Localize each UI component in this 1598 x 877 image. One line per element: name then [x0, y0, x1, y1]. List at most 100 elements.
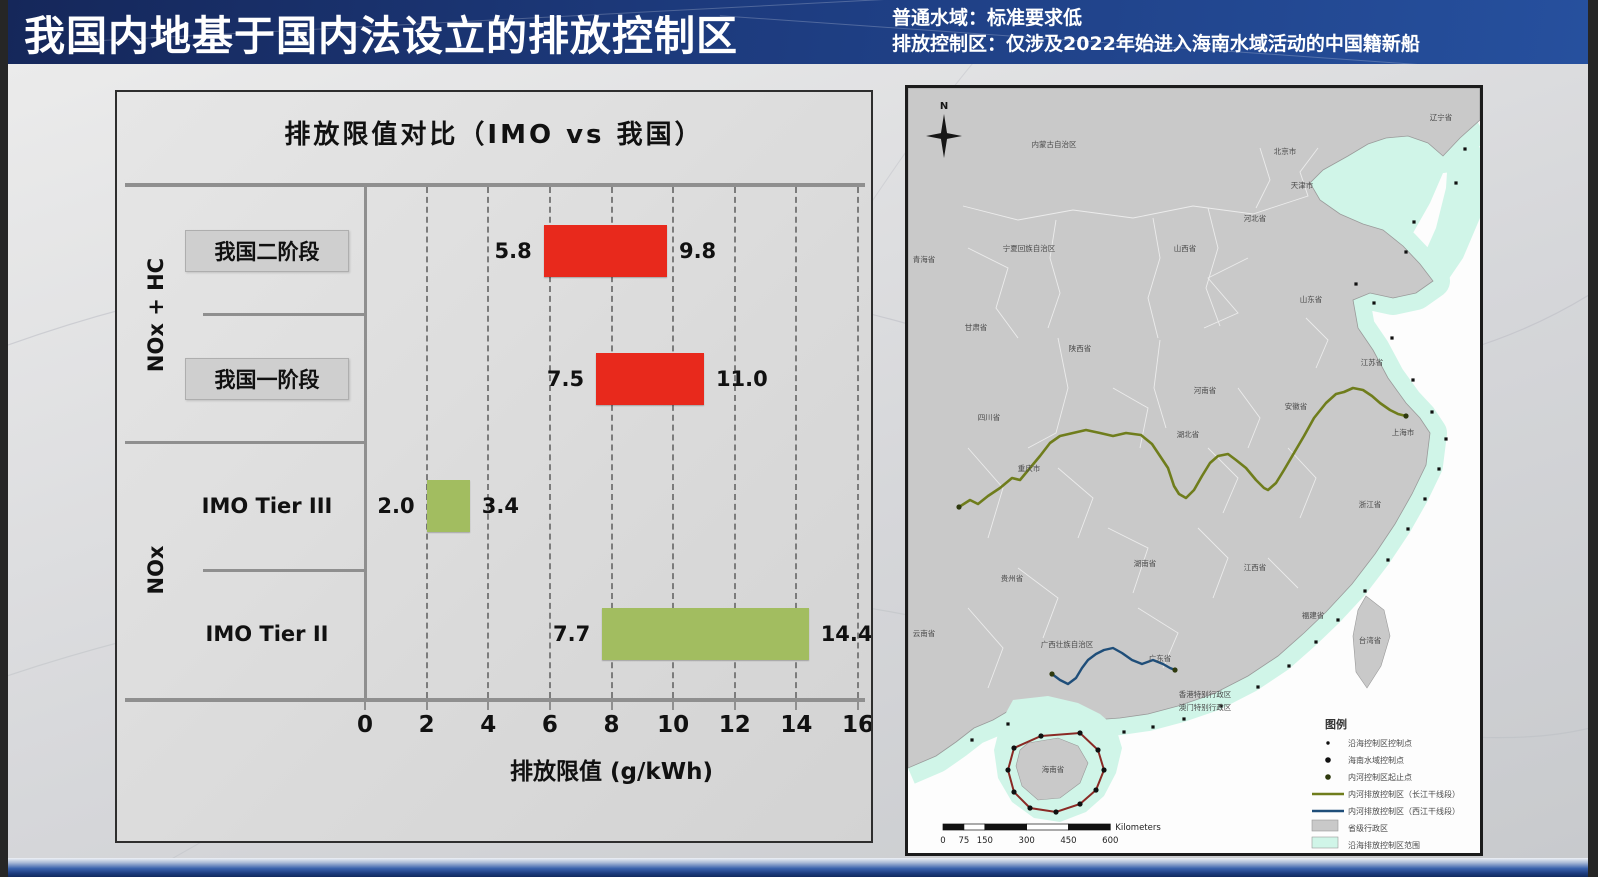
row-separator	[203, 313, 365, 317]
coastal-control-point-dot	[1287, 664, 1291, 668]
legend-marker-dot-large	[1325, 757, 1331, 763]
header-note-line1: 普通水域：标准要求低	[892, 7, 1083, 29]
province-label: 贵州省	[1001, 573, 1024, 583]
coastal-control-point-dot	[970, 738, 974, 742]
chart-gridline	[487, 187, 490, 698]
bar-min-value: 5.8	[494, 238, 532, 263]
hainan-control-point-dot	[1005, 767, 1011, 773]
province-label: 安徽省	[1285, 401, 1308, 411]
river-endpoint-dot	[956, 504, 962, 510]
chart-bottom-rule	[125, 698, 865, 702]
legend-item-label: 沿海控制区控制点	[1348, 738, 1412, 748]
hainan-control-point-dot	[1011, 789, 1017, 795]
province-label: 陕西省	[1069, 343, 1092, 353]
river-endpoint-dot	[1403, 413, 1409, 419]
range-bar-2	[596, 352, 704, 405]
compass-icon: N	[926, 101, 962, 158]
hainan-control-point-dot	[1093, 787, 1099, 793]
province-label: 广东省	[1149, 653, 1172, 663]
coastal-control-point-dot	[1122, 730, 1126, 734]
legend-item-label: 省级行政区	[1348, 823, 1388, 833]
chart-top-rule	[125, 183, 865, 187]
province-label: 广西壮族自治区	[1041, 639, 1094, 649]
axis-group-label: NOx + HC	[144, 257, 168, 372]
province-label: 四川省	[978, 412, 1001, 422]
hainan-control-point-dot	[1053, 809, 1059, 815]
coastal-control-point-dot	[1336, 618, 1340, 622]
hainan-control-ring	[1006, 731, 1106, 814]
x-tick-label: 12	[718, 712, 751, 738]
emission-limits-chart: 排放限值对比（IMO vs 我国） 5.8 9.8 我国二阶段 7.5 11.0 我国一阶…	[115, 90, 873, 843]
scalebar-segment	[984, 823, 1027, 831]
x-tick-label: 8	[603, 712, 620, 738]
chart-gridline	[425, 187, 428, 698]
bar-max-value: 11.0	[715, 366, 768, 391]
axis-group-label: NOx	[144, 545, 168, 595]
category-label: 我国一阶段	[185, 357, 349, 400]
province-label: 浙江省	[1359, 499, 1382, 509]
coastal-control-point-dot	[1006, 722, 1010, 726]
hainan-control-point-dot	[1101, 767, 1107, 773]
river-endpoint-markers	[956, 413, 1409, 677]
bar-min-value: 2.0	[377, 494, 415, 519]
province-label: 海南省	[1042, 764, 1065, 774]
province-label: 澳门特别行政区	[1179, 702, 1232, 712]
row-separator	[203, 568, 365, 572]
scalebar-unit-label: Kilometers	[1115, 823, 1161, 833]
legend-item-label: 内河排放控制区（长江干线段）	[1348, 789, 1460, 799]
bar-max-value: 3.4	[481, 494, 519, 519]
category-label: IMO Tier III	[201, 494, 333, 519]
x-tick-label: 10	[657, 712, 690, 738]
coastal-control-point-dot	[1463, 147, 1467, 151]
map-scalebar: 0 75 150 300 450 600 Kilometers	[940, 823, 1161, 846]
legend-title: 图例	[1325, 717, 1347, 731]
coastal-control-point-dot	[1219, 704, 1223, 708]
hainan-control-point-dot	[1027, 805, 1033, 811]
category-label: IMO Tier II	[205, 622, 329, 647]
province-label: 山东省	[1300, 294, 1323, 304]
x-tick-mark	[733, 702, 736, 710]
coastal-control-point-dot	[1444, 437, 1448, 441]
hainan-control-point-dot	[1077, 801, 1083, 807]
province-label: 天津市	[1291, 180, 1314, 190]
chart-gridline	[548, 187, 551, 698]
coastal-control-point-dot	[1182, 717, 1186, 721]
scalebar-segment	[942, 823, 965, 831]
province-label: 湖南省	[1134, 558, 1157, 568]
range-bar-4	[602, 608, 809, 661]
legend-item-label: 内河控制区起止点	[1348, 772, 1412, 782]
range-bar-1	[543, 224, 667, 277]
coastal-control-point-dot	[1454, 181, 1458, 185]
hainan-control-point-dot	[1038, 733, 1044, 739]
hainan-control-point-dot	[1011, 745, 1017, 751]
province-label: 甘肃省	[965, 322, 988, 332]
legend-item-label: 内河排放控制区（西江干线段）	[1348, 806, 1460, 816]
xijiang-eca-line	[1051, 646, 1176, 686]
coastal-control-point-dot	[1437, 467, 1441, 471]
province-label: 上海市	[1392, 427, 1415, 437]
chart-gridline	[610, 187, 613, 698]
scalebar-tick-label: 450	[1060, 836, 1076, 846]
scalebar-tick-label: 150	[977, 836, 993, 846]
province-label: 湖北省	[1177, 429, 1200, 439]
coastal-control-point-dot	[1314, 640, 1318, 644]
taiwan-island	[1352, 595, 1391, 689]
page-title: 我国内地基于国内法设立的排放控制区	[24, 12, 738, 60]
province-label: 福建省	[1302, 610, 1325, 620]
bar-max-value: 14.4	[820, 622, 873, 647]
coastal-control-point-dot	[1372, 301, 1376, 305]
china-eca-map: N 内蒙古自治区 辽宁省 北京市 天津市 河北省 山西省 宁夏回族自治区 青海省 甘肃省 陕西省 山…	[905, 85, 1483, 856]
legend-marker-dot-small	[1326, 741, 1330, 745]
x-tick-mark	[364, 702, 366, 710]
hainan-control-point-dot	[1077, 730, 1083, 736]
province-label: 江苏省	[1361, 357, 1384, 367]
coastal-control-point-dot	[1256, 685, 1260, 689]
scalebar-tick-label: 300	[1019, 836, 1035, 846]
coastal-control-point-dot	[1386, 558, 1390, 562]
scalebar-tick-label: 75	[958, 836, 969, 846]
coastal-control-point-dot	[1423, 497, 1427, 501]
province-label: 辽宁省	[1430, 112, 1453, 122]
slide-header: 我国内地基于国内法设立的排放控制区 普通水域：标准要求低 排放控制区：仅涉及20…	[8, 0, 1588, 64]
